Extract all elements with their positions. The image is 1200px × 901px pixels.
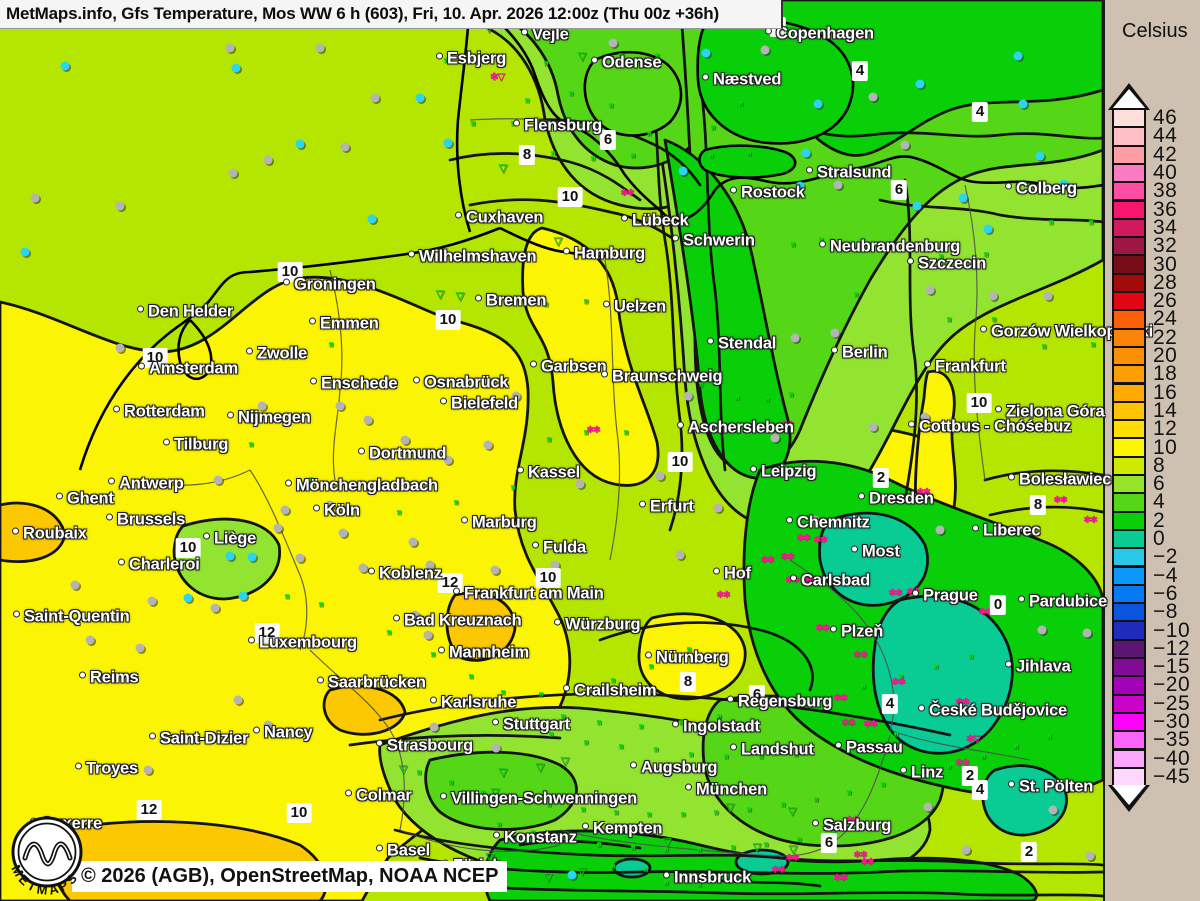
contour-lines [348,38,1103,898]
coastlines [78,0,1103,471]
weather-map [0,0,1103,901]
copyright-bar: © 2026 (AGB), OpenStreetMap, NOAA NCEP [72,861,508,892]
legend-panel [1103,0,1200,901]
map-title-bar: MetMaps.info, Gfs Temperature, Mos WW 6 … [0,0,783,29]
metmaps-logo: METMAPS [8,816,83,898]
